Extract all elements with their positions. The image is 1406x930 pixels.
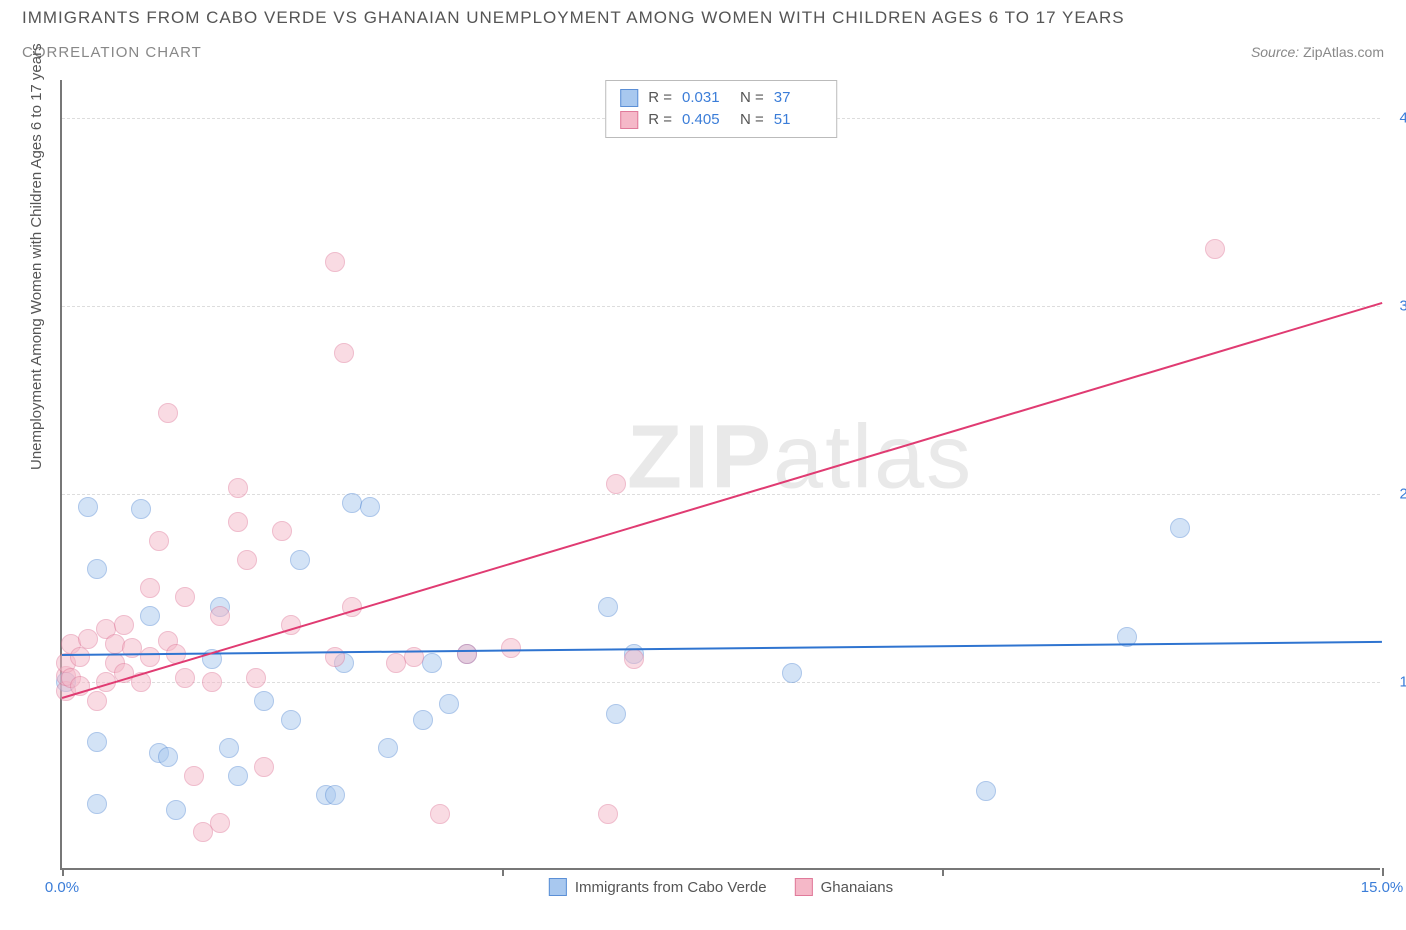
chart-title: IMMIGRANTS FROM CABO VERDE VS GHANAIAN U…	[22, 8, 1125, 28]
gridline	[62, 494, 1380, 495]
correlation-legend: R = 0.031 N = 37 R = 0.405 N = 51	[605, 80, 837, 138]
scatter-point	[202, 672, 222, 692]
legend-r-value: 0.405	[682, 109, 730, 131]
y-tick-label: 30.0%	[1386, 297, 1406, 314]
scatter-point	[606, 704, 626, 724]
scatter-point	[290, 550, 310, 570]
x-tick-label: 0.0%	[45, 879, 79, 896]
scatter-point	[131, 499, 151, 519]
scatter-point	[1170, 518, 1190, 538]
scatter-point	[439, 694, 459, 714]
legend-item: Immigrants from Cabo Verde	[549, 878, 767, 896]
scatter-point	[254, 691, 274, 711]
chart-subtitle: CORRELATION CHART	[22, 44, 202, 61]
scatter-point	[281, 710, 301, 730]
series-legend: Immigrants from Cabo Verde Ghanaians	[549, 878, 893, 896]
legend-r-label: R =	[648, 87, 672, 109]
source-attribution: Source: ZipAtlas.com	[1251, 44, 1384, 60]
scatter-point	[149, 531, 169, 551]
legend-item-label: Ghanaians	[821, 879, 894, 896]
scatter-point	[184, 766, 204, 786]
legend-row: R = 0.031 N = 37	[620, 87, 822, 109]
scatter-point	[87, 732, 107, 752]
scatter-point	[87, 691, 107, 711]
y-tick-label: 20.0%	[1386, 485, 1406, 502]
scatter-point	[606, 474, 626, 494]
scatter-point	[501, 638, 521, 658]
legend-swatch	[620, 111, 638, 129]
scatter-point	[325, 252, 345, 272]
scatter-point	[976, 781, 996, 801]
scatter-point	[457, 644, 477, 664]
scatter-point	[254, 757, 274, 777]
scatter-point	[598, 597, 618, 617]
scatter-point	[378, 738, 398, 758]
scatter-point	[782, 663, 802, 683]
legend-n-value: 51	[774, 109, 822, 131]
legend-item: Ghanaians	[795, 878, 894, 896]
scatter-point	[210, 606, 230, 626]
scatter-point	[175, 668, 195, 688]
scatter-point	[70, 647, 90, 667]
y-tick-label: 10.0%	[1386, 673, 1406, 690]
legend-swatch	[549, 878, 567, 896]
scatter-point	[246, 668, 266, 688]
y-axis-label: Unemployment Among Women with Children A…	[28, 43, 45, 470]
scatter-point	[78, 497, 98, 517]
gridline	[62, 306, 1380, 307]
x-tick	[1382, 868, 1384, 876]
legend-row: R = 0.405 N = 51	[620, 109, 822, 131]
y-tick-label: 40.0%	[1386, 109, 1406, 126]
scatter-point	[219, 738, 239, 758]
legend-r-label: R =	[648, 109, 672, 131]
legend-swatch	[620, 89, 638, 107]
scatter-point	[430, 804, 450, 824]
source-label: Source:	[1251, 44, 1299, 60]
x-tick	[502, 868, 504, 876]
scatter-point	[114, 615, 134, 635]
legend-swatch	[795, 878, 813, 896]
scatter-point	[598, 804, 618, 824]
legend-n-label: N =	[740, 87, 764, 109]
scatter-point	[140, 606, 160, 626]
scatter-point	[158, 403, 178, 423]
scatter-point	[360, 497, 380, 517]
scatter-point	[228, 478, 248, 498]
scatter-point	[1205, 239, 1225, 259]
legend-n-value: 37	[774, 87, 822, 109]
scatter-point	[210, 813, 230, 833]
legend-item-label: Immigrants from Cabo Verde	[575, 879, 767, 896]
source-value: ZipAtlas.com	[1303, 44, 1384, 60]
legend-r-value: 0.031	[682, 87, 730, 109]
x-tick-label: 15.0%	[1361, 879, 1404, 896]
scatter-point	[413, 710, 433, 730]
scatter-point	[624, 649, 644, 669]
scatter-point	[237, 550, 257, 570]
scatter-point	[87, 559, 107, 579]
scatter-point	[325, 785, 345, 805]
scatter-plot: ZIPatlas R = 0.031 N = 37 R = 0.405 N = …	[60, 80, 1380, 870]
scatter-point	[272, 521, 292, 541]
trend-line	[62, 302, 1383, 699]
x-tick	[942, 868, 944, 876]
scatter-point	[140, 647, 160, 667]
trend-line	[62, 641, 1382, 656]
scatter-point	[228, 766, 248, 786]
scatter-point	[140, 578, 160, 598]
scatter-point	[228, 512, 248, 532]
scatter-point	[87, 794, 107, 814]
scatter-point	[334, 343, 354, 363]
scatter-point	[158, 747, 178, 767]
x-tick	[62, 868, 64, 876]
scatter-point	[175, 587, 195, 607]
scatter-point	[166, 800, 186, 820]
legend-n-label: N =	[740, 109, 764, 131]
scatter-point	[422, 653, 442, 673]
